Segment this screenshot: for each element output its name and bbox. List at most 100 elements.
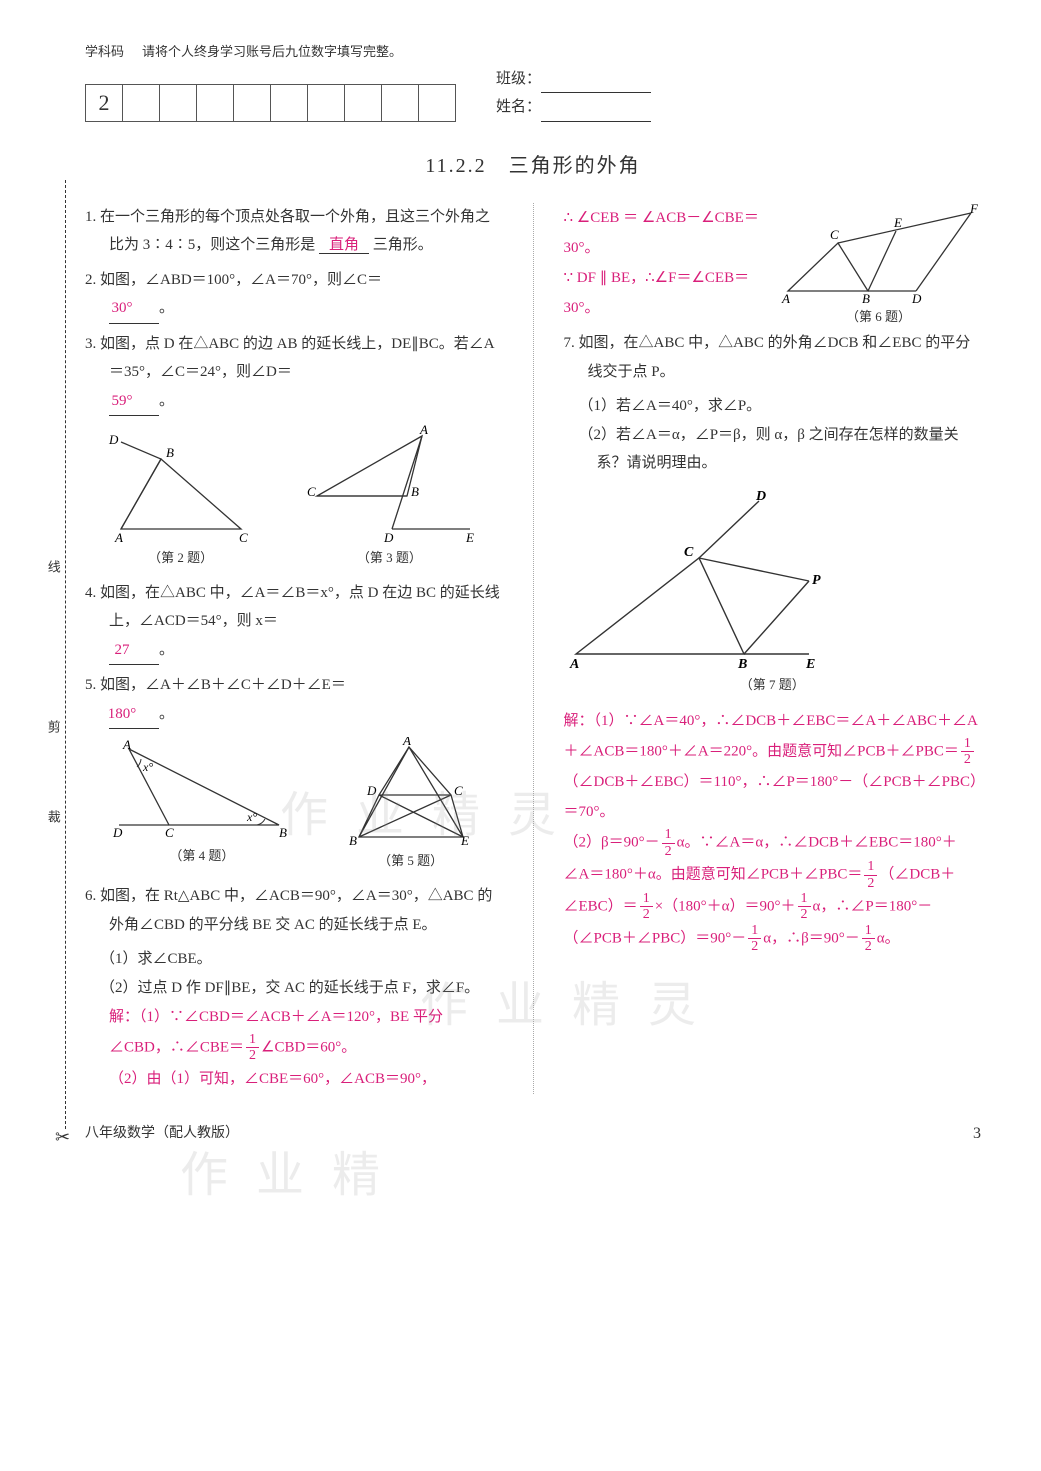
class-label: 班级： bbox=[496, 71, 541, 87]
svg-text:C: C bbox=[830, 227, 839, 242]
right-column: ∴ ∠CEB ＝ ∠ACB－∠CBE＝30°。 ∵ DF ∥ BE，∴∠F＝∠C… bbox=[564, 203, 982, 1094]
class-name-block: 班级： 姓名： bbox=[496, 65, 651, 122]
footer: 八年级数学（配人教版） 3 bbox=[85, 1119, 981, 1149]
q6-sol2b: ∴ ∠CEB ＝ ∠ACB－∠CBE＝30°。 bbox=[564, 210, 759, 256]
svg-text:B: B bbox=[279, 825, 287, 840]
svg-text:B: B bbox=[411, 484, 419, 499]
q3-answer: 59° bbox=[109, 387, 159, 417]
svg-text:A: A bbox=[419, 424, 428, 437]
code-cell-9[interactable] bbox=[418, 84, 456, 122]
page-number: 3 bbox=[973, 1119, 981, 1149]
svg-text:A: A bbox=[402, 737, 411, 748]
question-7: 7. 如图，在△ABC 中，△ABC 的外角∠DCB 和∠EBC 的平分线交于点… bbox=[564, 329, 982, 386]
svg-text:C: C bbox=[684, 545, 694, 560]
q3-text-a: 3. 如图，点 D 在△ABC 的边 AB 的延长线上，DE∥BC。若∠A＝35… bbox=[85, 336, 495, 381]
q7-caption: （第 7 题） bbox=[564, 673, 982, 698]
svg-text:A: A bbox=[114, 530, 123, 544]
class-field[interactable] bbox=[541, 73, 651, 93]
q7-sol2a: （2）β＝90°－ bbox=[564, 835, 660, 851]
code-cell-8[interactable] bbox=[381, 84, 419, 122]
figure-q7: A B C D E P （第 7 题） bbox=[564, 486, 982, 698]
code-cell-7[interactable] bbox=[344, 84, 382, 122]
q4-svg: A B C D x° x° bbox=[107, 737, 297, 842]
figure-q2: D B A C （第 2 题） bbox=[101, 424, 261, 571]
code-cell-2[interactable] bbox=[159, 84, 197, 122]
q4-text-b: 。 bbox=[159, 642, 174, 658]
figure-row-45: A B C D x° x° （第 4 题） A bbox=[85, 737, 503, 874]
cutline-label-1: 线 bbox=[40, 560, 65, 573]
svg-text:B: B bbox=[862, 291, 870, 303]
q5-svg: A B C D E bbox=[341, 737, 481, 847]
svg-text:x°: x° bbox=[246, 810, 257, 824]
figure-q6: A B C D E F （第 6 题） bbox=[776, 203, 981, 330]
q7-sub2: （2）若∠A＝α，∠P＝β，则 α，β 之间存在怎样的数量关系？请说明理由。 bbox=[564, 421, 982, 478]
left-column: 1. 在一个三角形的每个顶点处各取一个外角，且这三个外角之比为 3∶4∶5，则这… bbox=[85, 203, 503, 1094]
code-cell-4[interactable] bbox=[233, 84, 271, 122]
svg-text:D: D bbox=[108, 432, 119, 447]
q5-answer: 180° bbox=[109, 700, 159, 730]
code-cell-0[interactable]: 2 bbox=[85, 84, 123, 122]
svg-text:P: P bbox=[812, 573, 821, 588]
svg-text:C: C bbox=[307, 484, 316, 499]
q7-sol2g: α。 bbox=[877, 930, 900, 946]
q7-sol1b: （∠DCB＋∠EBC）＝110°，∴∠P＝180°－（∠PCB＋∠PBC）＝70… bbox=[564, 774, 978, 820]
q6-sub2: （2）过点 D 作 DF∥BE，交 AC 的延长线于点 F，求∠F。 bbox=[85, 974, 503, 1003]
cutline-label-2: 剪 bbox=[40, 720, 65, 733]
q4-answer: 27 bbox=[109, 636, 159, 666]
svg-text:D: D bbox=[383, 530, 394, 544]
q5-caption: （第 5 题） bbox=[341, 849, 481, 874]
svg-text:A: A bbox=[569, 657, 579, 671]
figure-q5: A B C D E （第 5 题） bbox=[341, 737, 481, 874]
question-3: 3. 如图，点 D 在△ABC 的边 AB 的延长线上，DE∥BC。若∠A＝35… bbox=[85, 330, 503, 417]
q6-sol2a: （2）由（1）可知，∠CBE＝60°，∠ACB＝90°， bbox=[109, 1071, 436, 1087]
svg-text:B: B bbox=[349, 833, 357, 847]
q1-answer: 直角 bbox=[319, 237, 369, 254]
q6-sol1b: ∠CBD＝60°。 bbox=[261, 1039, 356, 1055]
code-cell-1[interactable] bbox=[122, 84, 160, 122]
code-cell-5[interactable] bbox=[270, 84, 308, 122]
q7-svg: A B C D E P bbox=[564, 486, 824, 671]
q2-text-a: 2. 如图，∠ABD＝100°，∠A＝70°，则∠C＝ bbox=[85, 272, 382, 288]
header: 学科码 请将个人终身学习账号后九位数字填写完整。 2 班级： 姓名： bbox=[85, 40, 981, 122]
q2-answer: 30° bbox=[109, 294, 159, 324]
q4-caption: （第 4 题） bbox=[107, 844, 297, 869]
code-cell-3[interactable] bbox=[196, 84, 234, 122]
cut-line bbox=[65, 180, 66, 1129]
figure-q4: A B C D x° x° （第 4 题） bbox=[107, 737, 297, 874]
q6-continuation: ∴ ∠CEB ＝ ∠ACB－∠CBE＝30°。 ∵ DF ∥ BE，∴∠F＝∠C… bbox=[564, 203, 982, 330]
svg-text:E: E bbox=[893, 215, 902, 230]
question-4: 4. 如图，在△ABC 中，∠A＝∠B＝x°，点 D 在边 BC 的延长线上，∠… bbox=[85, 579, 503, 666]
q2-svg: D B A C bbox=[101, 424, 261, 544]
svg-text:F: F bbox=[969, 203, 979, 216]
code-cell-6[interactable] bbox=[307, 84, 345, 122]
q4-text-a: 4. 如图，在△ABC 中，∠A＝∠B＝x°，点 D 在边 BC 的延长线上，∠… bbox=[85, 585, 500, 630]
column-divider bbox=[533, 203, 534, 1094]
code-label: 学科码 bbox=[85, 40, 124, 65]
q7-sol-label: 解： bbox=[564, 713, 594, 729]
q5-text-b: 。 bbox=[159, 706, 174, 722]
name-label: 姓名： bbox=[496, 99, 541, 115]
q7-solution: 解：（1）∵∠A＝40°，∴∠DCB＋∠EBC＝∠A＋∠ABC＋∠A＋∠ACB＝… bbox=[564, 706, 982, 955]
q2-caption: （第 2 题） bbox=[101, 546, 261, 571]
scissors-icon: ✂ bbox=[55, 1120, 70, 1154]
q3-caption: （第 3 题） bbox=[292, 546, 487, 571]
figure-row-23: D B A C （第 2 题） A B C D E bbox=[85, 424, 503, 571]
svg-text:A: A bbox=[781, 291, 790, 303]
content-columns: 1. 在一个三角形的每个顶点处各取一个外角，且这三个外角之比为 3∶4∶5，则这… bbox=[85, 203, 981, 1094]
svg-text:C: C bbox=[165, 825, 174, 840]
svg-text:D: D bbox=[755, 489, 766, 504]
svg-text:D: D bbox=[911, 291, 922, 303]
svg-text:E: E bbox=[460, 833, 469, 847]
section-title: 11.2.2 三角形的外角 bbox=[85, 147, 981, 185]
q6-svg: A B C D E F bbox=[776, 203, 981, 303]
q7-sol2d: ×（180°＋α）＝90°＋ bbox=[655, 898, 796, 914]
svg-text:A: A bbox=[122, 737, 131, 752]
q5-text-a: 5. 如图，∠A＋∠B＋∠C＋∠D＋∠E＝ bbox=[85, 677, 346, 693]
q6-caption: （第 6 题） bbox=[776, 305, 981, 330]
question-6: 6. 如图，在 Rt△ABC 中，∠ACB＝90°，∠A＝30°，△ABC 的外… bbox=[85, 882, 503, 939]
code-hint: 请将个人终身学习账号后九位数字填写完整。 bbox=[142, 40, 402, 65]
svg-text:B: B bbox=[737, 657, 747, 671]
question-1: 1. 在一个三角形的每个顶点处各取一个外角，且这三个外角之比为 3∶4∶5，则这… bbox=[85, 203, 503, 260]
name-field[interactable] bbox=[541, 102, 651, 122]
svg-text:C: C bbox=[239, 530, 248, 544]
